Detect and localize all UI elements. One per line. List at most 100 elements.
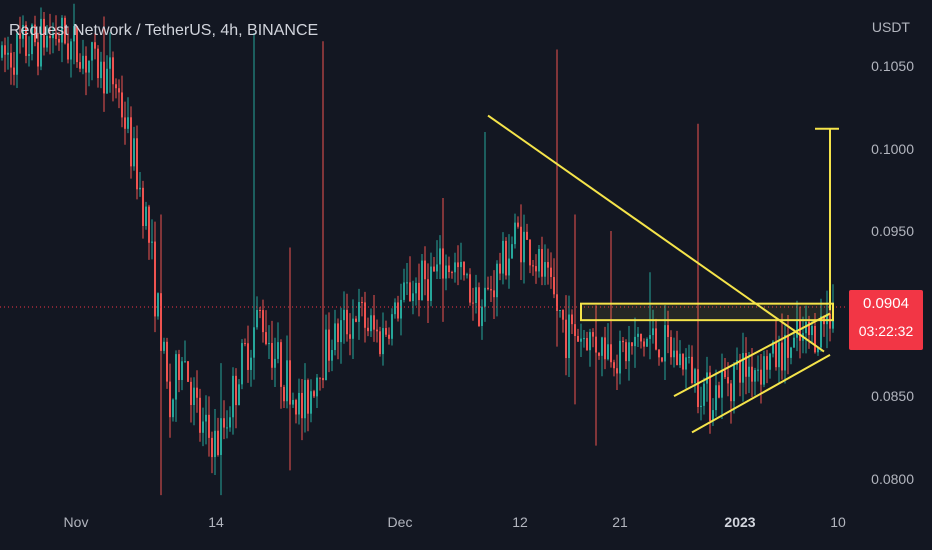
candle-body bbox=[532, 265, 534, 267]
x-tick-label: 14 bbox=[208, 514, 224, 530]
candle-body bbox=[478, 287, 480, 326]
candle-body bbox=[751, 366, 753, 382]
candle-body bbox=[592, 332, 594, 337]
candle-body bbox=[355, 318, 357, 322]
candle-body bbox=[145, 206, 147, 226]
candle-body bbox=[13, 67, 15, 75]
candle-body bbox=[700, 405, 702, 408]
candle-body bbox=[397, 302, 399, 319]
ascending-resistance[interactable] bbox=[673, 312, 831, 397]
candle-body bbox=[79, 62, 81, 69]
candle-body bbox=[271, 343, 273, 368]
candle-body bbox=[85, 55, 87, 73]
candle-body bbox=[718, 385, 720, 398]
candle-body bbox=[247, 343, 249, 370]
trendline-drawings[interactable] bbox=[487, 114, 839, 434]
candle-body bbox=[4, 45, 6, 55]
candle-body bbox=[544, 262, 546, 277]
candle-body bbox=[433, 266, 435, 272]
candle-body bbox=[589, 332, 591, 351]
candle-body bbox=[286, 360, 288, 402]
candle-body bbox=[637, 333, 639, 337]
candle-body bbox=[757, 369, 759, 371]
candle-body bbox=[418, 282, 420, 301]
candle-body bbox=[496, 263, 498, 298]
candle-body bbox=[520, 226, 522, 263]
candle-body bbox=[682, 353, 684, 370]
candle-body bbox=[778, 342, 780, 368]
candle-body bbox=[313, 391, 315, 397]
descending-trendline[interactable] bbox=[487, 114, 825, 353]
candle-body bbox=[91, 42, 93, 61]
candle-body bbox=[31, 24, 33, 55]
candle-body bbox=[217, 430, 219, 455]
candle-body bbox=[799, 321, 801, 341]
current-price-badge: 0.0904 03:22:32 bbox=[849, 290, 923, 350]
candle-body bbox=[196, 387, 198, 398]
candle-body bbox=[244, 343, 246, 345]
candle-body bbox=[793, 337, 795, 348]
candle-body bbox=[508, 258, 510, 276]
candle-body bbox=[226, 427, 228, 429]
candle-body bbox=[70, 41, 72, 60]
candle-body bbox=[124, 117, 126, 129]
candle-body bbox=[28, 54, 30, 56]
candle-body bbox=[139, 187, 141, 190]
candle-body bbox=[766, 356, 768, 370]
x-tick-label: 2023 bbox=[724, 514, 756, 530]
ascending-support[interactable] bbox=[691, 353, 831, 434]
candle-body bbox=[559, 310, 561, 312]
candle-body bbox=[121, 92, 123, 118]
candle-body bbox=[628, 342, 630, 362]
candle-body bbox=[358, 302, 360, 322]
candle-body bbox=[571, 314, 573, 325]
candle-body bbox=[295, 400, 297, 415]
candle-body bbox=[649, 335, 651, 339]
candle-body bbox=[409, 282, 411, 302]
candle-body bbox=[100, 61, 102, 79]
candle-body bbox=[583, 338, 585, 340]
candle-body bbox=[631, 342, 633, 347]
candle-body bbox=[607, 344, 609, 360]
candle-body bbox=[463, 261, 465, 276]
candle-body bbox=[109, 57, 111, 69]
candle-body bbox=[382, 328, 384, 355]
candle-body bbox=[76, 25, 78, 63]
candlestick-series bbox=[1, 3, 834, 496]
bar-countdown: 03:22:32 bbox=[858, 323, 914, 339]
candle-body bbox=[472, 302, 474, 304]
candle-body bbox=[37, 42, 39, 67]
candle-body bbox=[511, 244, 513, 259]
candle-body bbox=[655, 328, 657, 350]
candle-body bbox=[229, 417, 231, 428]
candle-body bbox=[667, 325, 669, 338]
candle-body bbox=[103, 61, 105, 94]
current-price-value: 0.0904 bbox=[863, 295, 909, 312]
candle-body bbox=[697, 369, 699, 408]
candle-body bbox=[334, 323, 336, 351]
candle-body bbox=[652, 328, 654, 336]
candle-body bbox=[754, 370, 756, 382]
resistance-zone[interactable] bbox=[580, 302, 834, 322]
candle-body bbox=[553, 277, 555, 295]
candle-body bbox=[184, 361, 186, 363]
candle-body bbox=[505, 240, 507, 276]
candle-body bbox=[199, 397, 201, 433]
candle-body bbox=[724, 370, 726, 378]
x-tick-label: Dec bbox=[387, 514, 413, 530]
y-tick-label: 0.1000 bbox=[871, 140, 914, 157]
candle-body bbox=[808, 321, 810, 336]
candle-body bbox=[301, 392, 303, 419]
candle-body bbox=[319, 377, 321, 379]
candle-body bbox=[622, 340, 624, 343]
candle-body bbox=[481, 306, 483, 326]
candle-body bbox=[265, 332, 267, 345]
candle-body bbox=[829, 313, 831, 329]
candle-body bbox=[352, 318, 354, 339]
candle-body bbox=[691, 356, 693, 384]
candle-body bbox=[814, 325, 816, 353]
candle-body bbox=[235, 375, 237, 406]
candle-body bbox=[40, 18, 42, 67]
candle-body bbox=[610, 344, 612, 363]
